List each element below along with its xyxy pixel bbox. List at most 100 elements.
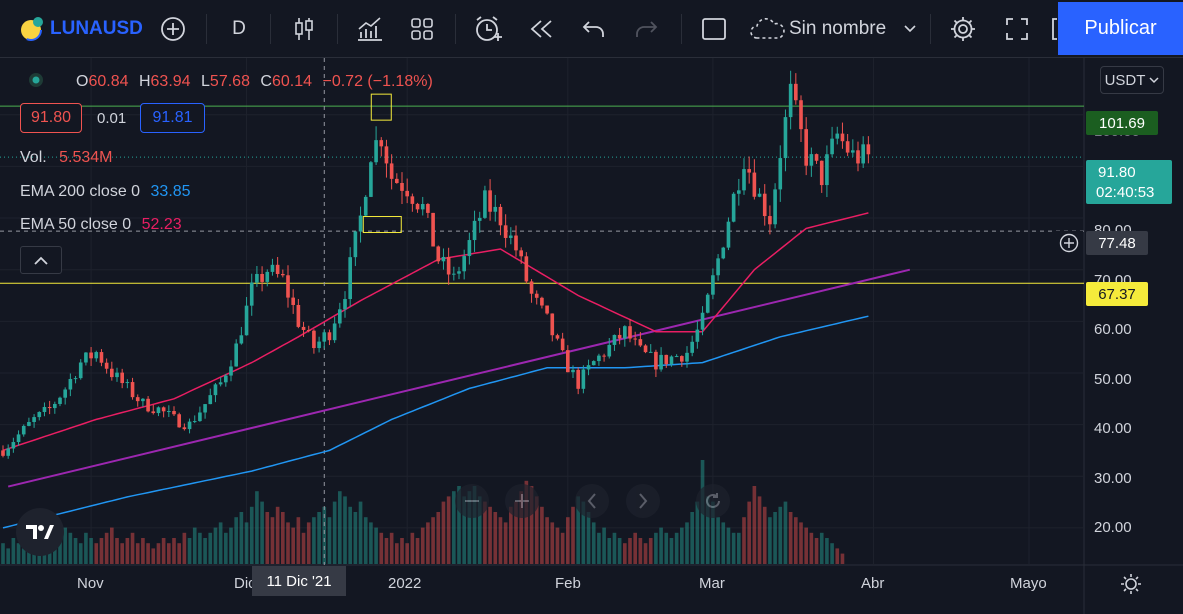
layout-rectangle-icon[interactable]: [698, 0, 730, 58]
candle-body: [705, 294, 710, 313]
publish-button[interactable]: Publicar: [1058, 2, 1183, 55]
scroll-left-button[interactable]: [575, 484, 609, 518]
volume-bar: [690, 512, 694, 564]
candle-body: [643, 345, 648, 353]
replay-icon[interactable]: [526, 0, 558, 58]
chevron-down-icon[interactable]: [900, 0, 920, 58]
candle-body: [177, 414, 181, 428]
tradingview-logo-icon[interactable]: [16, 508, 64, 556]
brightness-icon[interactable]: [1118, 571, 1144, 597]
add-symbol-icon[interactable]: [158, 0, 188, 58]
volume-bar: [260, 501, 264, 564]
snapshot-icon[interactable]: [1050, 0, 1058, 58]
candle-body: [446, 256, 451, 275]
volume-bar: [322, 506, 327, 564]
volume-bar: [612, 532, 617, 564]
zoom-out-button[interactable]: [455, 484, 489, 518]
layout-name[interactable]: Sin nombre: [789, 18, 887, 39]
candle-body: [198, 412, 202, 422]
volume-bar: [617, 538, 622, 564]
interval-button[interactable]: D: [232, 18, 246, 39]
volume-bar: [659, 527, 663, 564]
volume-bar: [809, 532, 814, 564]
add-price-alert-icon[interactable]: [1055, 231, 1083, 255]
candle-body: [778, 158, 783, 190]
currency-dropdown[interactable]: USDT: [1100, 66, 1164, 94]
candle-body: [115, 372, 119, 378]
candle-body: [192, 421, 197, 423]
candle-body: [125, 382, 130, 384]
candle-body: [255, 273, 259, 283]
volume-bar: [110, 527, 114, 564]
candle-body: [690, 341, 694, 353]
symbol-label[interactable]: LUNAUSD: [50, 18, 143, 39]
candle-body: [208, 395, 213, 405]
candle-body: [182, 427, 187, 430]
candle-body: [27, 422, 31, 426]
volume-bar: [654, 532, 658, 564]
volume-bar: [120, 543, 124, 564]
volume-bar: [130, 532, 135, 564]
candle-body: [457, 271, 461, 274]
candle-body: [773, 189, 777, 225]
close-label: C: [260, 73, 272, 90]
candle-body: [224, 375, 228, 383]
volume-legend[interactable]: Vol. 5.534M: [20, 149, 113, 167]
time-tick-mar: Mar: [699, 575, 725, 592]
candle-body: [851, 150, 855, 153]
undo-icon[interactable]: [578, 0, 610, 58]
reset-chart-button[interactable]: [696, 484, 730, 518]
time-tick-nov: Nov: [77, 575, 104, 592]
volume-bar: [602, 527, 606, 564]
indicators-icon[interactable]: [354, 0, 386, 58]
candle-body: [519, 250, 523, 257]
volume-bar: [664, 532, 669, 564]
candle-body: [53, 403, 57, 409]
candle-body: [467, 240, 472, 257]
price-chart[interactable]: [0, 58, 1183, 614]
buy-button[interactable]: 91.81: [140, 103, 205, 133]
redo-icon[interactable]: [630, 0, 662, 58]
candle-body: [586, 365, 591, 370]
scroll-right-button[interactable]: [626, 484, 660, 518]
volume-bar: [187, 538, 192, 564]
candles-icon[interactable]: [288, 0, 320, 58]
gear-icon[interactable]: [946, 0, 980, 58]
resistance-price-tag: 101.69: [1086, 111, 1158, 135]
volume-bar: [581, 501, 586, 564]
volume-bar: [773, 512, 777, 564]
luna-logo-icon[interactable]: [16, 0, 46, 58]
volume-bar: [628, 538, 632, 564]
volume-bar: [192, 527, 197, 564]
candle-body: [21, 425, 26, 435]
ema50-legend[interactable]: EMA 50 close 0 52.23: [20, 216, 182, 234]
candle-body: [58, 397, 62, 404]
candle-body: [218, 382, 223, 385]
legend-status-dot[interactable]: [28, 72, 44, 93]
fullscreen-icon[interactable]: [1000, 0, 1034, 58]
candle-body: [472, 220, 477, 241]
price-tick-20: 20.00: [1094, 519, 1132, 536]
candle-body: [94, 352, 99, 359]
volume-bar: [711, 501, 715, 564]
candle-body: [576, 369, 580, 389]
volume-bar: [358, 501, 363, 564]
time-tick-mayo: Mayo: [1010, 575, 1047, 592]
volume-bar: [343, 496, 347, 564]
volume-bar: [503, 522, 508, 564]
volume-bar: [643, 543, 648, 564]
zoom-in-button[interactable]: [505, 484, 539, 518]
alert-icon[interactable]: [472, 0, 506, 58]
templates-icon[interactable]: [406, 0, 438, 58]
candle-body: [685, 352, 689, 362]
sell-button[interactable]: 91.80: [20, 103, 82, 133]
volume-bar: [99, 538, 104, 564]
ema200-legend[interactable]: EMA 200 close 0 33.85: [20, 183, 191, 201]
volume-bar: [446, 496, 451, 564]
candle-body: [840, 133, 845, 142]
volume-bar: [244, 522, 249, 564]
candle-body: [405, 190, 409, 197]
collapse-legend-button[interactable]: [20, 246, 62, 274]
candle-body: [571, 369, 575, 373]
volume-bar: [369, 522, 373, 564]
